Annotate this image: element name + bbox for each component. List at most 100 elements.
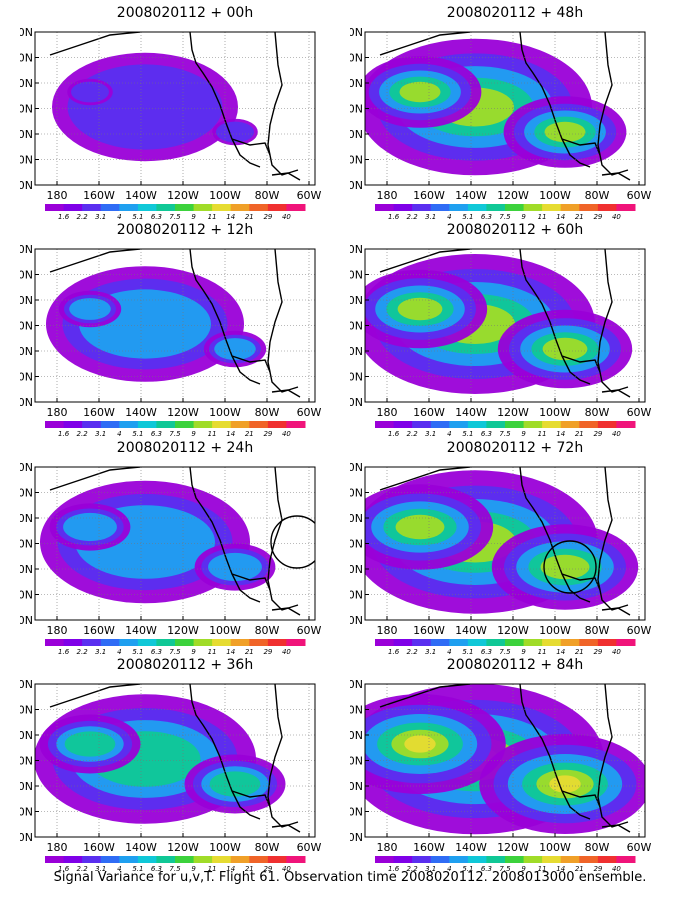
lat-label: 40N <box>20 538 33 551</box>
colorbar-label: 29 <box>593 213 602 221</box>
colorbar-label: 7.5 <box>169 648 181 656</box>
lon-label: 140W <box>125 406 157 419</box>
colorbar-swatch <box>212 204 232 211</box>
colorbar-label: 21 <box>575 213 584 221</box>
colorbar-swatch <box>249 204 269 211</box>
colorbar-swatch <box>616 639 636 646</box>
colorbar-swatch <box>616 204 636 211</box>
lat-label: 20N <box>350 806 363 819</box>
colorbar-swatch <box>375 639 395 646</box>
colorbar-swatch <box>230 856 250 863</box>
colorbar-label: 1.6 <box>58 213 70 221</box>
colorbar-swatch <box>412 204 432 211</box>
colorbar-swatch <box>542 856 562 863</box>
lon-label: 140W <box>125 189 157 202</box>
lon-label: 140W <box>455 189 487 202</box>
colorbar-swatch <box>193 204 213 211</box>
colorbar-swatch <box>249 639 269 646</box>
colorbar-label: 9 <box>191 648 196 656</box>
colorbar-label: 3.1 <box>425 430 436 438</box>
colorbar-label: 11 <box>538 648 547 656</box>
colorbar-label: 1.6 <box>58 865 70 873</box>
colorbar-swatch <box>579 856 599 863</box>
colorbar-label: 3.1 <box>95 430 106 438</box>
colorbar-label: 4 <box>117 648 121 656</box>
lon-label: 160W <box>83 189 115 202</box>
lon-label: 180 <box>377 624 398 637</box>
colorbar-label: 11 <box>208 430 217 438</box>
highlight-circle <box>270 515 315 569</box>
colorbar-swatch <box>119 421 139 428</box>
colorbar-swatch <box>175 639 195 646</box>
colorbar-swatch <box>45 639 65 646</box>
colorbar-label: 21 <box>575 430 584 438</box>
colorbar-swatch <box>579 421 599 428</box>
lat-label: 50N <box>350 294 363 307</box>
lon-label: 120W <box>497 406 529 419</box>
lat-label: 50N <box>20 512 33 525</box>
variance-map: 70N 60N 50N 40N 30N 20N 10N 180 160W 140W 120W 100W… <box>20 243 322 438</box>
colorbar-swatch <box>412 639 432 646</box>
colorbar-swatch <box>375 204 395 211</box>
lat-label: 20N <box>20 589 33 602</box>
colorbar-label: 4 <box>447 648 451 656</box>
colorbar-swatch <box>82 639 102 646</box>
colorbar-label: 9 <box>191 213 196 221</box>
colorbar-label: 21 <box>245 430 254 438</box>
colorbar-swatch <box>542 204 562 211</box>
lat-label: 30N <box>20 345 33 358</box>
colorbar-label: 11 <box>538 430 547 438</box>
colorbar-swatch <box>156 421 176 428</box>
lat-label: 10N <box>20 396 33 409</box>
colorbar-swatch <box>560 856 580 863</box>
lon-label: 60W <box>627 189 652 202</box>
colorbar-label: 40 <box>282 213 291 221</box>
colorbar-swatch <box>467 856 487 863</box>
colorbar-label: 2.2 <box>77 865 89 873</box>
colorbar-swatch <box>486 639 506 646</box>
lon-label: 60W <box>297 841 322 854</box>
colorbar-swatch <box>286 856 306 863</box>
colorbar-swatch <box>412 856 432 863</box>
lat-label: 70N <box>350 678 363 691</box>
colorbar-swatch <box>505 421 525 428</box>
lat-label: 70N <box>20 243 33 256</box>
figure-caption: Signal Variance for u,v,T. Flight 61. Ob… <box>53 870 647 885</box>
colorbar-swatch <box>286 639 306 646</box>
lat-label: 10N <box>20 831 33 844</box>
colorbar-label: 11 <box>538 213 547 221</box>
lat-label: 60N <box>350 269 363 282</box>
colorbar-swatch <box>156 856 176 863</box>
colorbar-label: 6.3 <box>151 430 162 438</box>
lat-label: 20N <box>350 154 363 167</box>
colorbar-label: 1.6 <box>388 865 400 873</box>
lon-label: 80W <box>585 841 610 854</box>
lat-label: 10N <box>20 179 33 192</box>
colorbar-swatch <box>505 856 525 863</box>
colorbar-swatch <box>542 639 562 646</box>
colorbar-swatch <box>212 639 232 646</box>
lat-label: 40N <box>350 755 363 768</box>
colorbar-label: 7.5 <box>169 865 181 873</box>
map-panel: 2008020112 + 00h 70N 60N 50N 40N 30N 20N 10N 180… <box>20 5 350 225</box>
map-panel: 2008020112 + 84h 70N 60N 50N 40N 30N 20N 10N 180… <box>350 657 680 877</box>
lon-label: 80W <box>585 406 610 419</box>
colorbar-swatch <box>449 204 469 211</box>
colorbar-swatch <box>430 856 450 863</box>
colorbar-swatch <box>449 421 469 428</box>
colorbar-swatch <box>82 856 102 863</box>
colorbar-label: 40 <box>282 865 291 873</box>
lat-label: 20N <box>350 371 363 384</box>
lat-label: 30N <box>350 780 363 793</box>
lat-label: 20N <box>350 589 363 602</box>
colorbar-swatch <box>597 856 617 863</box>
colorbar-swatch <box>267 421 287 428</box>
lon-label: 60W <box>627 841 652 854</box>
colorbar-swatch <box>100 204 120 211</box>
lon-label: 80W <box>585 189 610 202</box>
colorbar-label: 11 <box>538 865 547 873</box>
colorbar-swatch <box>63 421 83 428</box>
colorbar-label: 2.2 <box>77 213 89 221</box>
lat-label: 70N <box>350 243 363 256</box>
lon-label: 60W <box>627 406 652 419</box>
